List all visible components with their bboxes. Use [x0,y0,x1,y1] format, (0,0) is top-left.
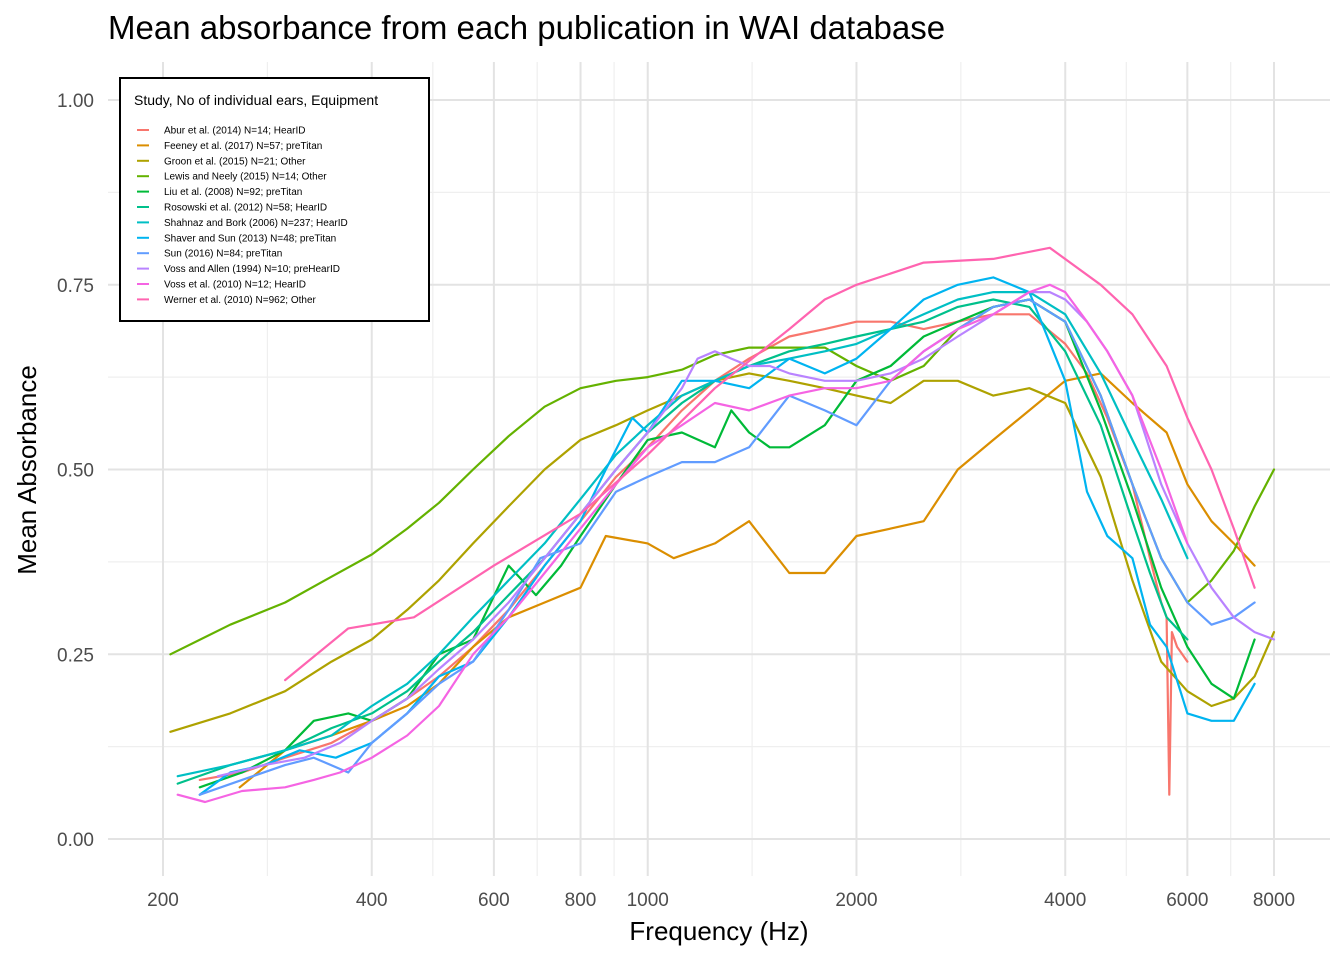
series-line-5 [176,298,1189,785]
chart-title: Mean absorbance from each publication in… [108,9,945,46]
x-tick-label: 800 [565,890,597,911]
series-line-2 [169,372,1276,733]
legend-label-2: Groon et al. (2015) N=21; Other [164,156,306,167]
x-axis-title: Frequency (Hz) [629,916,808,946]
series-line-11 [284,246,1256,682]
y-tick-label: 0.25 [57,645,94,666]
x-tick-label: 4000 [1044,890,1086,911]
legend-label-8: Sun (2016) N=84; preTitan [164,249,282,260]
series-line-8 [198,298,1256,796]
x-tick-label: 2000 [835,890,877,911]
x-tick-label: 6000 [1166,890,1208,911]
legend-label-6: Shahnaz and Bork (2006) N=237; HearID [164,218,348,229]
legend-label-9: Voss and Allen (1994) N=10; preHearID [164,264,340,275]
x-axis-ticks: 200 400 600 800 1000 2000 4000 6000 8000 [147,890,1295,911]
legend-label-10: Voss et al. (2010) N=12; HearID [164,280,306,291]
x-tick-label: 1000 [627,890,669,911]
y-axis-ticks: 0.00 0.25 0.50 0.75 1.00 [57,91,94,851]
legend-label-4: Liu et al. (2008) N=92; preTitan [164,187,302,198]
series-line-10 [176,283,1189,804]
legend: Study, No of individual ears, Equipment … [119,77,430,322]
legend-box [119,77,430,322]
x-tick-label: 8000 [1253,890,1295,911]
x-tick-label: 600 [478,890,510,911]
y-tick-label: 0.00 [57,830,94,851]
y-tick-label: 0.50 [57,461,94,482]
legend-label-11: Werner et al. (2010) N=962; Other [164,295,317,306]
legend-title: Study, No of individual ears, Equipment [134,92,378,108]
legend-items: Abur et al. (2014) N=14; HearID Feeney et… [137,126,348,306]
y-tick-label: 0.75 [57,276,94,297]
x-tick-label: 400 [356,890,388,911]
legend-label-0: Abur et al. (2014) N=14; HearID [164,126,305,137]
y-axis-title: Mean Absorbance [12,365,42,575]
legend-label-5: Rosowski et al. (2012) N=58; HearID [164,203,327,214]
series-layer [169,246,1276,804]
x-tick-label: 200 [147,890,179,911]
y-tick-label: 1.00 [57,91,94,112]
series-line-6 [176,291,1189,778]
legend-label-3: Lewis and Neely (2015) N=14; Other [164,172,327,183]
grid [108,62,1330,876]
legend-label-7: Shaver and Sun (2013) N=48; preTitan [164,233,336,244]
legend-label-1: Feeney et al. (2017) N=57; preTitan [164,141,322,152]
series-line-0 [198,313,1189,796]
